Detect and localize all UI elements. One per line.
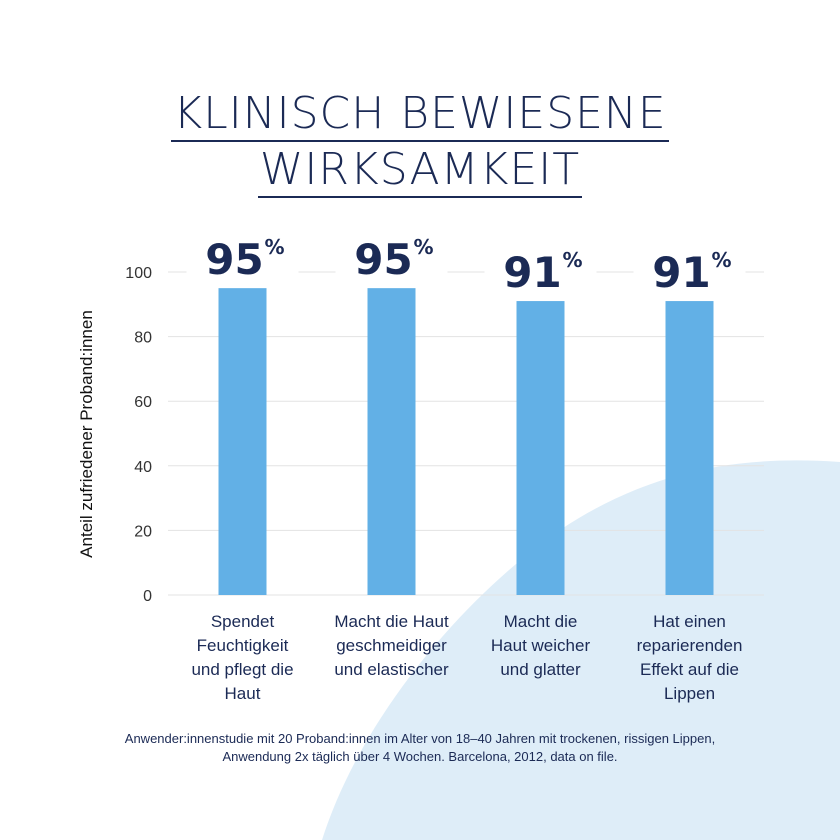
y-tick-label: 20	[134, 523, 152, 540]
category-label: und pflegt die	[191, 660, 293, 679]
category-label: und elastischer	[334, 660, 449, 679]
footnote: Anwender:innenstudie mit 20 Proband:inne…	[124, 731, 716, 764]
category-label: Haut	[225, 684, 261, 703]
data-label: 91	[652, 248, 710, 297]
category-label: Spendet	[211, 612, 275, 631]
category-label: geschmeidiger	[336, 636, 447, 655]
y-tick-label: 100	[125, 265, 152, 282]
data-label-unit: %	[562, 248, 582, 272]
data-label-backdrop	[484, 249, 597, 290]
page-title-line-2: WIRKSAMKEIT	[0, 146, 840, 198]
category-label: und glatter	[500, 660, 581, 679]
category-label: Macht die	[504, 612, 578, 631]
category-label: Hat einen	[653, 612, 726, 631]
data-label: 91	[503, 248, 561, 297]
data-label-backdrop	[335, 236, 448, 277]
category-label: Feuchtigkeit	[197, 636, 289, 655]
category-label: Macht die Haut	[334, 612, 449, 631]
data-label-backdrop	[633, 249, 746, 290]
page-title-line-1: KLINISCH BEWIESENE	[0, 90, 840, 142]
category-label: reparierenden	[637, 636, 743, 655]
data-label: 95	[354, 235, 412, 284]
y-tick-label: 60	[134, 394, 152, 411]
y-tick-label: 80	[134, 330, 152, 347]
data-label-backdrop	[186, 236, 299, 277]
bar	[367, 288, 416, 595]
category-label: Haut weicher	[491, 636, 591, 655]
y-tick-label: 0	[143, 588, 152, 605]
y-tick-label: 40	[134, 459, 152, 476]
data-label-unit: %	[264, 235, 284, 259]
data-label: 95	[205, 235, 263, 284]
data-label-unit: %	[413, 235, 433, 259]
bar	[218, 288, 267, 595]
category-label: Lippen	[664, 684, 715, 703]
category-label: Effekt auf die	[640, 660, 739, 679]
bar	[516, 301, 565, 595]
y-axis-label: Anteil zufriedener Proband:innen	[77, 310, 96, 558]
data-label-unit: %	[711, 248, 731, 272]
bar	[665, 301, 714, 595]
